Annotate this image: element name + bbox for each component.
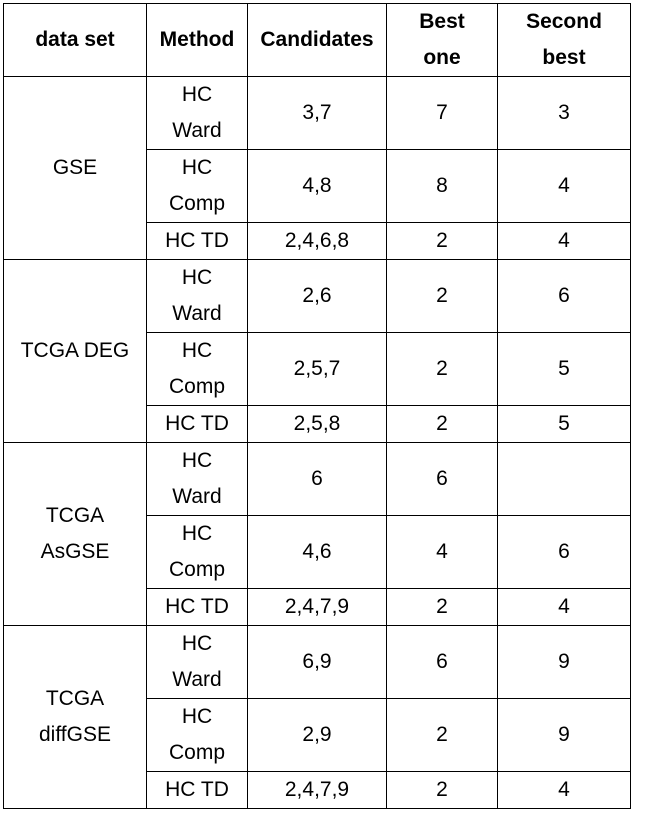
second-best-cell: 6 xyxy=(497,259,631,333)
table-row: TCGA diffGSE HC Ward 6,9 6 9 xyxy=(3,625,631,809)
table-row: HC Comp 2,9 2 9 xyxy=(4,698,631,772)
method-cell: HC TD xyxy=(146,405,248,443)
dataset-cell: TCGA AsGSE xyxy=(3,442,147,626)
best-cell: 2 xyxy=(386,222,498,260)
best-cell: 6 xyxy=(386,625,498,699)
table-row: HC TD 2,4,7,9 2 4 xyxy=(4,588,631,626)
method-cell: HC TD xyxy=(146,222,248,260)
best-cell: 2 xyxy=(386,698,498,772)
table-row: HC Comp 2,5,7 2 5 xyxy=(4,332,631,406)
method-cell: HC TD xyxy=(146,771,248,809)
candidates-cell: 2,6 xyxy=(247,259,387,333)
second-best-cell: 3 xyxy=(497,76,631,150)
table-row: HC TD 2,5,8 2 5 xyxy=(4,405,631,443)
method-cell: HC Ward xyxy=(146,625,248,699)
header-row: data set Method Candidates Best one Secon… xyxy=(3,3,631,77)
method-cell: HC Comp xyxy=(146,332,248,406)
second-best-cell: 4 xyxy=(497,771,631,809)
candidates-cell: 2,4,7,9 xyxy=(247,588,387,626)
candidates-cell: 3,7 xyxy=(247,76,387,150)
clustering-results-table: data set Method Candidates Best one Secon… xyxy=(3,3,631,809)
candidates-cell: 6 xyxy=(247,442,387,516)
second-best-cell: 5 xyxy=(497,405,631,443)
method-cell: HC Comp xyxy=(146,515,248,589)
candidates-cell: 4,6 xyxy=(247,515,387,589)
second-best-cell: 9 xyxy=(497,698,631,772)
header-candidates: Candidates xyxy=(247,3,387,77)
best-cell: 8 xyxy=(386,149,498,223)
best-cell: 6 xyxy=(386,442,498,516)
candidates-cell: 2,4,7,9 xyxy=(247,771,387,809)
second-best-cell: 4 xyxy=(497,149,631,223)
best-cell: 7 xyxy=(386,76,498,150)
dataset-cell: GSE xyxy=(3,76,147,260)
best-cell: 2 xyxy=(386,771,498,809)
candidates-cell: 4,8 xyxy=(247,149,387,223)
second-best-cell: 5 xyxy=(497,332,631,406)
second-best-cell: 9 xyxy=(497,625,631,699)
header-dataset: data set xyxy=(3,3,147,77)
table-row: HC TD 2,4,7,9 2 4 xyxy=(4,771,631,809)
candidates-cell: 6,9 xyxy=(247,625,387,699)
second-best-cell: 4 xyxy=(497,222,631,260)
candidates-cell: 2,5,7 xyxy=(247,332,387,406)
method-cell: HC TD xyxy=(146,588,248,626)
candidates-cell: 2,5,8 xyxy=(247,405,387,443)
table-row: GSE HC Ward 3,7 7 3 xyxy=(3,76,631,260)
candidates-cell: 2,9 xyxy=(247,698,387,772)
best-cell: 4 xyxy=(386,515,498,589)
method-cell: HC Comp xyxy=(146,149,248,223)
method-cell: HC Ward xyxy=(146,76,248,150)
results-table-container: data set Method Candidates Best one Secon… xyxy=(3,3,631,809)
dataset-cell: TCGA diffGSE xyxy=(3,625,147,809)
best-cell: 2 xyxy=(386,588,498,626)
candidates-cell: 2,4,6,8 xyxy=(247,222,387,260)
header-method: Method xyxy=(146,3,248,77)
table-row: TCGA DEG HC Ward 2,6 2 6 xyxy=(3,259,631,443)
dataset-cell: TCGA DEG xyxy=(3,259,147,443)
second-best-cell: 6 xyxy=(497,515,631,589)
best-cell: 2 xyxy=(386,405,498,443)
table-row: HC Comp 4,8 8 4 xyxy=(4,149,631,223)
method-cell: HC Comp xyxy=(146,698,248,772)
header-best-one: Best one xyxy=(386,3,498,77)
table-row: TCGA AsGSE HC Ward 6 6 xyxy=(3,442,631,626)
second-best-cell xyxy=(497,442,631,516)
method-cell: HC Ward xyxy=(146,442,248,516)
best-cell: 2 xyxy=(386,332,498,406)
best-cell: 2 xyxy=(386,259,498,333)
table-row: HC TD 2,4,6,8 2 4 xyxy=(4,222,631,260)
method-cell: HC Ward xyxy=(146,259,248,333)
second-best-cell: 4 xyxy=(497,588,631,626)
header-second-best: Second best xyxy=(497,3,631,77)
